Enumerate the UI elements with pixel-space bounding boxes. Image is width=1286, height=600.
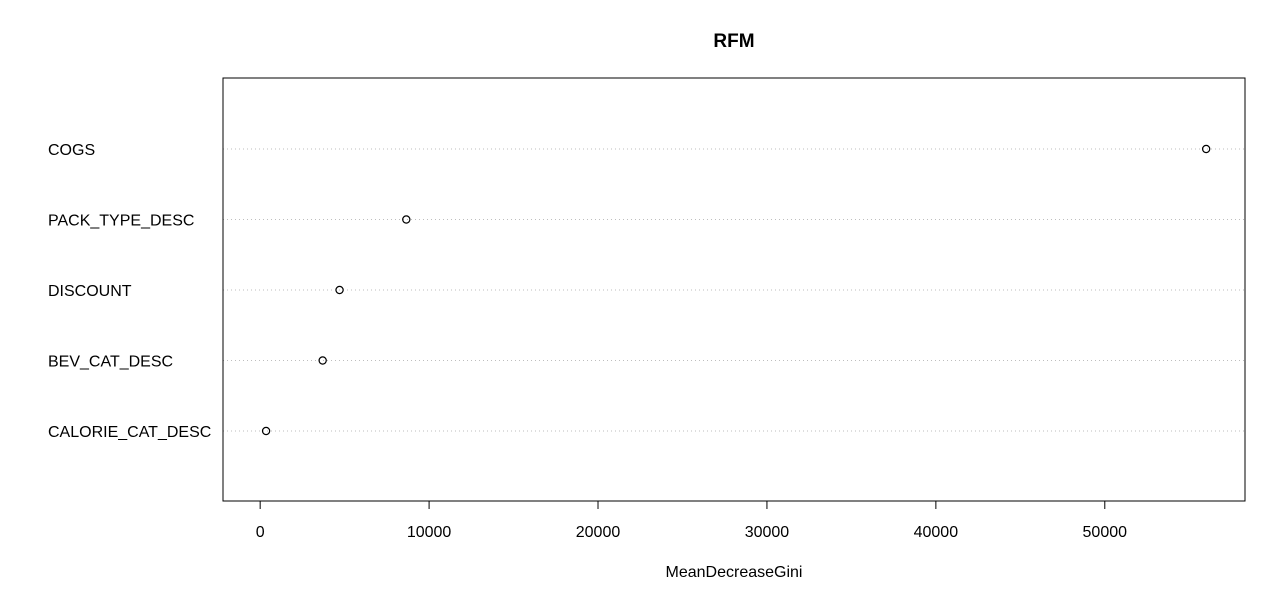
x-tick-label: 10000 [407, 524, 452, 541]
x-axis-label: MeanDecreaseGini [666, 564, 803, 581]
category-label: PACK_TYPE_DESC [48, 213, 194, 230]
category-label: BEV_CAT_DESC [48, 354, 173, 371]
data-point [335, 285, 344, 295]
gridlines [223, 148, 1245, 432]
data-point [261, 426, 271, 436]
x-tick-label: 0 [256, 524, 265, 541]
data-point [318, 356, 327, 365]
category-label: DISCOUNT [48, 283, 132, 300]
x-axis: 0 10000 20000 30000 40000 50000 [256, 500, 1128, 541]
x-tick-label: 50000 [1083, 524, 1128, 541]
category-labels: COGS PACK_TYPE_DESC DISCOUNT BEV_CAT_DESC CA… [48, 142, 211, 441]
data-point [402, 215, 411, 224]
x-tick-label: 30000 [745, 524, 790, 541]
category-label: COGS [48, 142, 95, 159]
chart-title: RFM [713, 31, 754, 52]
data-point [1201, 144, 1211, 154]
x-tick-label: 40000 [914, 524, 959, 541]
x-tick-label: 20000 [576, 524, 621, 541]
category-label: CALORIE_CAT_DESC [48, 424, 211, 441]
data-points [261, 144, 1211, 436]
